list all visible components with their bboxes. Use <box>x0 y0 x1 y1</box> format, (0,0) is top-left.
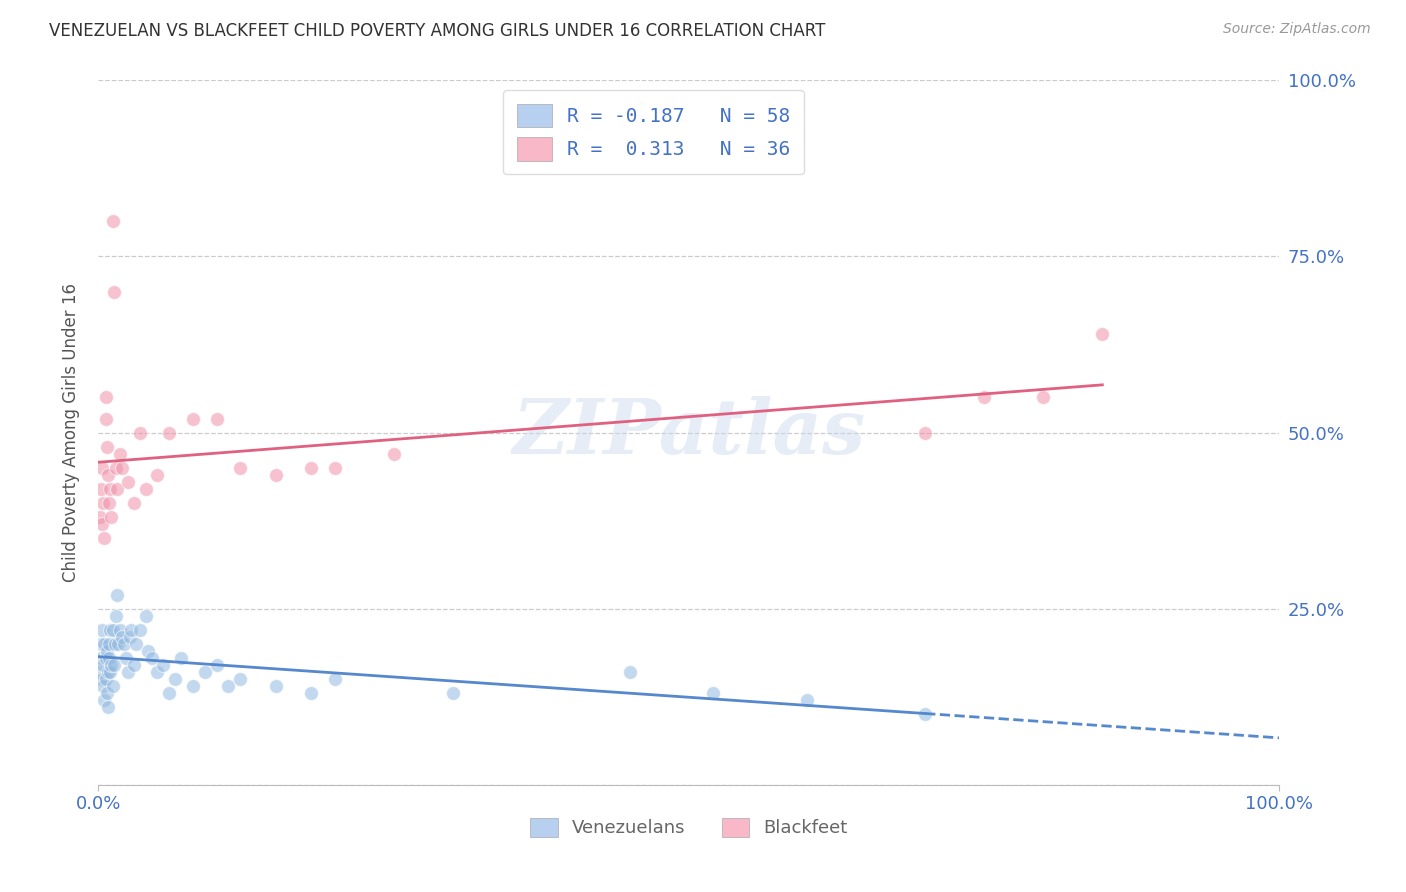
Point <box>125 637 148 651</box>
Point <box>914 707 936 722</box>
Y-axis label: Child Poverty Among Girls Under 16: Child Poverty Among Girls Under 16 <box>62 283 80 582</box>
Point <box>94 391 117 405</box>
Point <box>111 630 134 644</box>
Point <box>117 665 139 680</box>
Point <box>114 651 136 665</box>
Point <box>165 673 187 687</box>
Point <box>97 467 120 482</box>
Point <box>94 651 117 665</box>
Point <box>101 623 124 637</box>
Point <box>217 679 239 693</box>
Point <box>101 679 124 693</box>
Point <box>97 665 120 680</box>
Point <box>91 679 114 693</box>
Point <box>96 440 118 454</box>
Point <box>91 623 114 637</box>
Point <box>194 665 217 680</box>
Point <box>152 658 174 673</box>
Point <box>108 447 131 461</box>
Point <box>91 517 114 532</box>
Point <box>121 623 143 637</box>
Point <box>441 686 464 700</box>
Point <box>170 651 193 665</box>
Point <box>90 651 112 665</box>
Point <box>90 482 112 496</box>
Point <box>973 391 995 405</box>
Point <box>98 651 121 665</box>
Point <box>135 608 157 623</box>
Point <box>914 425 936 440</box>
Point <box>91 658 114 673</box>
Point <box>796 693 818 707</box>
Point <box>619 665 641 680</box>
Point <box>112 637 135 651</box>
Point <box>89 665 111 680</box>
Point <box>96 686 118 700</box>
Legend: Venezuelans, Blackfeet: Venezuelans, Blackfeet <box>522 809 856 847</box>
Point <box>299 686 322 700</box>
Point <box>702 686 724 700</box>
Point <box>146 467 169 482</box>
Point <box>122 658 145 673</box>
Point <box>103 658 125 673</box>
Point <box>103 285 125 299</box>
Point <box>98 637 121 651</box>
Point <box>1091 326 1114 341</box>
Point <box>98 623 121 637</box>
Point <box>100 658 122 673</box>
Point <box>264 679 287 693</box>
Point <box>181 679 204 693</box>
Point <box>136 644 159 658</box>
Point <box>122 496 145 510</box>
Point <box>111 460 134 475</box>
Point <box>229 460 252 475</box>
Point <box>105 482 128 496</box>
Point <box>323 460 346 475</box>
Point <box>323 673 346 687</box>
Point <box>91 673 114 687</box>
Point <box>100 510 122 524</box>
Point <box>105 588 128 602</box>
Point <box>90 637 112 651</box>
Text: VENEZUELAN VS BLACKFEET CHILD POVERTY AMONG GIRLS UNDER 16 CORRELATION CHART: VENEZUELAN VS BLACKFEET CHILD POVERTY AM… <box>49 22 825 40</box>
Point <box>105 460 128 475</box>
Point <box>93 532 115 546</box>
Point <box>93 693 115 707</box>
Point <box>101 214 124 228</box>
Point <box>104 637 127 651</box>
Point <box>93 637 115 651</box>
Point <box>98 496 121 510</box>
Point <box>157 425 180 440</box>
Point <box>94 673 117 687</box>
Point <box>89 510 111 524</box>
Point <box>91 496 114 510</box>
Point <box>299 460 322 475</box>
Text: ZIPatlas: ZIPatlas <box>512 396 866 469</box>
Point <box>96 644 118 658</box>
Point <box>98 665 121 680</box>
Point <box>98 482 121 496</box>
Point <box>264 467 287 482</box>
Point <box>108 623 131 637</box>
Point <box>229 673 252 687</box>
Point <box>107 637 129 651</box>
Point <box>205 658 228 673</box>
Point <box>91 460 114 475</box>
Point <box>94 411 117 425</box>
Point <box>135 482 157 496</box>
Point <box>181 411 204 425</box>
Point <box>141 651 163 665</box>
Point <box>1032 391 1054 405</box>
Point <box>128 623 150 637</box>
Point <box>120 630 142 644</box>
Text: Source: ZipAtlas.com: Source: ZipAtlas.com <box>1223 22 1371 37</box>
Point <box>117 475 139 489</box>
Point <box>128 425 150 440</box>
Point <box>382 447 405 461</box>
Point <box>97 700 120 714</box>
Point <box>157 686 180 700</box>
Point <box>105 608 128 623</box>
Point <box>205 411 228 425</box>
Point <box>146 665 169 680</box>
